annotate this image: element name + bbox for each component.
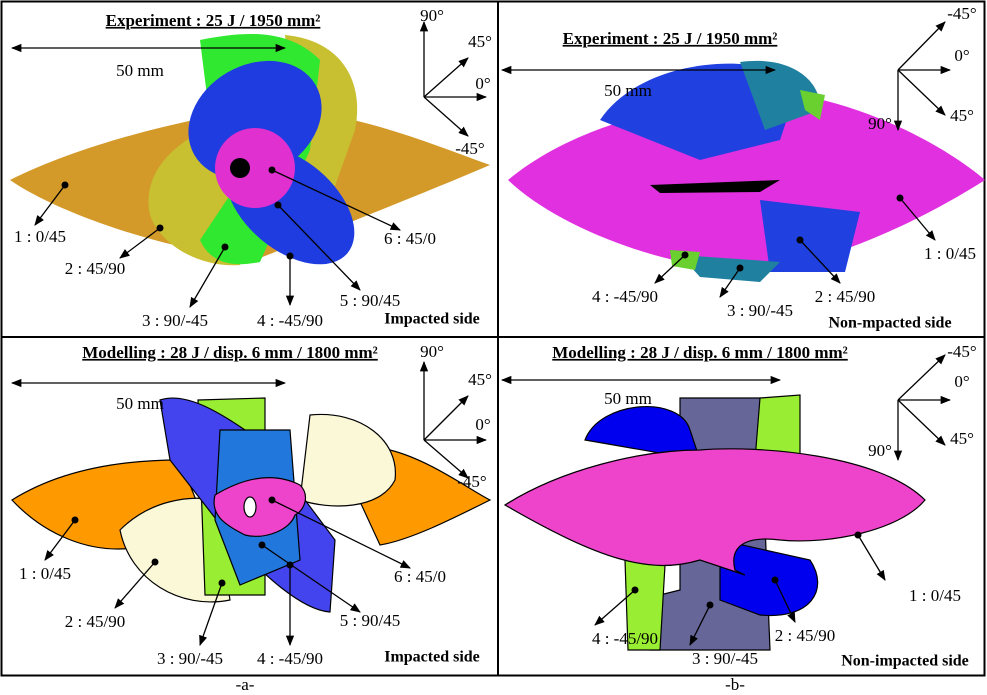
orientation-label: 45° [950,106,974,125]
orientation-label: 45° [468,32,492,51]
orientation-label: 90° [420,6,444,25]
side-label: Impacted side [384,311,480,328]
layer-label: 5 : 90/45 [340,611,400,630]
layer-dot [269,497,276,504]
orientation-label: 90° [868,441,892,460]
orientation-label: 90° [420,342,444,361]
orientation-label: -45° [947,4,976,23]
orientation-label: 0° [475,415,490,434]
layer-dot [157,225,164,232]
layer-label: 4 : -45/90 [257,649,323,668]
layer-label: 4 : -45/90 [257,311,323,330]
figure: Experiment : 25 J / 1950 mm² 50 mm 90° 45° 0… [0,0,987,695]
layer-dot [897,195,904,202]
orientation-label: -45° [457,472,486,491]
orientation-label: -45° [947,342,976,361]
layer-dot [62,182,69,189]
layer-dot [259,542,266,549]
layer-label: 3 : 90/-45 [727,301,793,320]
layer-dot [855,532,862,539]
layer-dot [797,237,804,244]
delamination-map [10,34,490,288]
side-label: Non-mpacted side [828,315,951,332]
layer-label: 5 : 90/45 [340,291,400,310]
layer-label: 2 : 45/90 [65,259,125,278]
layer-label: 2 : 45/90 [65,612,125,631]
layer-dot [269,167,276,174]
scale-label: 50 mm [604,81,652,100]
layer-dot [152,559,159,566]
orientation-label: 45° [468,370,492,389]
layer-label: 4 : -45/90 [592,629,658,648]
orientation-arrow [898,22,945,70]
panel-title: Modelling : 28 J / disp. 6 mm / 1800 mm² [82,343,378,362]
scale-label: 50 mm [116,61,164,80]
layer-label: 4 : -45/90 [592,287,658,306]
layer-dot [275,202,282,209]
orientation-arrow [424,97,468,136]
layer-label: 2 : 45/90 [815,287,875,306]
layer-dot [219,580,226,587]
orientation-label: 90° [868,114,892,133]
delamination-map [508,61,985,282]
layer-label: 1 : 0/45 [14,227,66,246]
panel-title: Experiment : 25 J / 1950 mm² [563,29,778,48]
side-label: Non-impacted side [841,653,969,670]
panel-title: Modelling : 28 J / disp. 6 mm / 1800 mm² [552,343,848,362]
scale-label: 50 mm [604,389,652,408]
layer-dot [737,265,744,272]
layer-pointer [655,255,685,283]
layer-label: 1 : 0/45 [909,586,961,605]
layer-dot [287,253,294,260]
layer-label: 3 : 90/-45 [142,311,208,330]
layer-dot [72,517,79,524]
orientation-arrow [898,355,945,400]
orientation-arrow [898,400,945,445]
orientation-label: 0° [954,46,969,65]
layer-label: 6 : 45/0 [394,567,446,586]
layer-pointer [115,562,155,608]
layer-dot [222,244,229,251]
layer-dot [707,602,714,609]
figure-caption: -a- [236,675,255,694]
layer-label: 3 : 90/-45 [157,649,223,668]
orientation-label: 45° [950,429,974,448]
orientation-label: 0° [475,74,490,93]
layer-label: 1 : 0/45 [924,244,976,263]
orientation-arrow [898,70,945,115]
scale-label: 50 mm [116,394,164,413]
layer-label: 1 : 0/45 [19,564,71,583]
layer-dot [632,587,639,594]
layer-label: 6 : 45/0 [384,229,436,248]
orientation-arrow [424,396,468,440]
orientation-label: -45° [455,139,484,158]
layer-label: 2 : 45/90 [775,626,835,645]
side-label: Impacted side [384,649,480,666]
orientation-arrow [424,58,468,97]
delamination-map [505,395,925,650]
layer-dot [772,577,779,584]
layer-label: 3 : 90/-45 [692,649,758,668]
figure-caption: -b- [725,675,745,694]
panel-title: Experiment : 25 J / 1950 mm² [106,11,321,30]
layer-pointer [858,535,885,580]
layer-dot [682,252,689,259]
orientation-label: 0° [954,372,969,391]
